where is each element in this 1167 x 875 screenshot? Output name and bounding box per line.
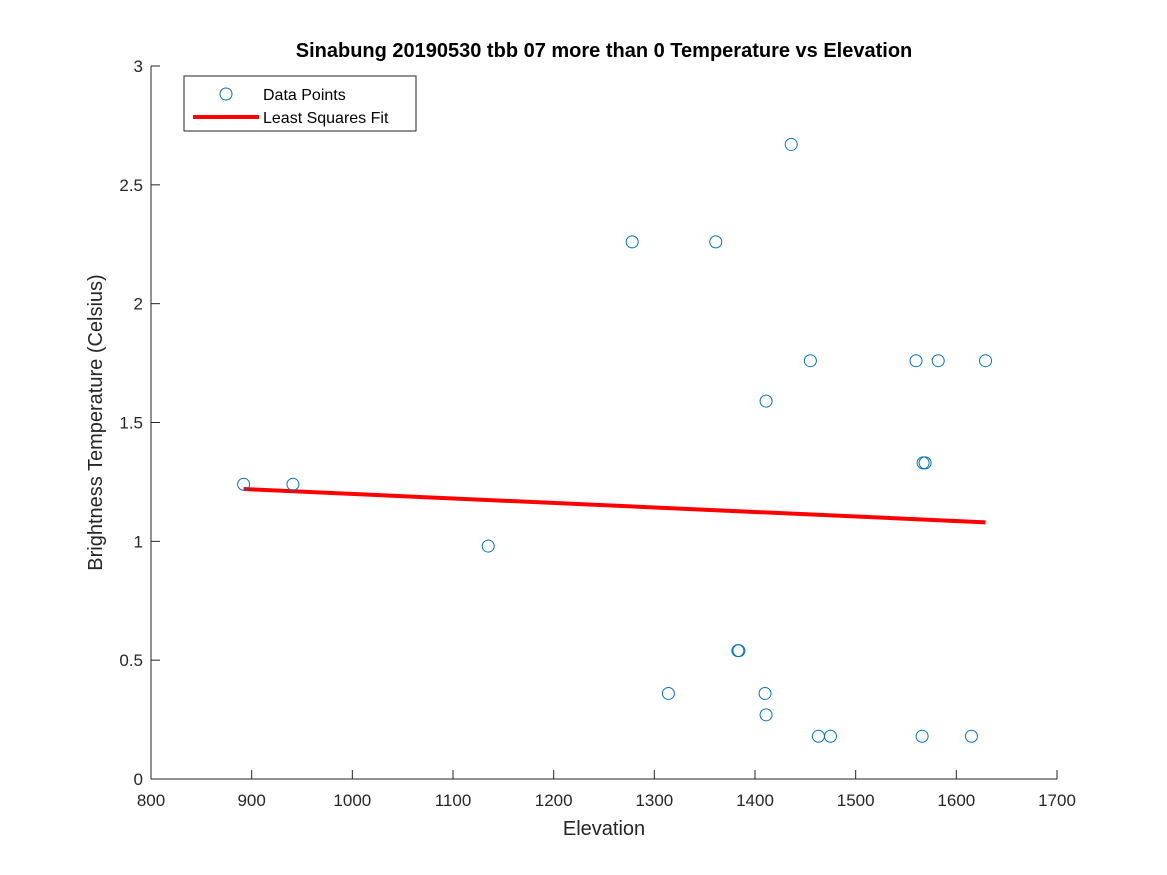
- y-tick-label: 2.5: [119, 176, 143, 195]
- x-axis-label: Elevation: [563, 818, 645, 840]
- x-tick-label: 1700: [1038, 791, 1076, 810]
- data-point: [625, 235, 639, 249]
- plot-area: [151, 66, 1057, 779]
- y-tick-label: 0: [134, 770, 143, 789]
- data-point: [661, 686, 675, 700]
- x-tick-label: 1300: [635, 791, 673, 810]
- legend-marker-data-points: [219, 87, 233, 101]
- data-point: [759, 708, 773, 722]
- legend-label-data-points: Data Points: [263, 87, 346, 104]
- data-point: [784, 137, 798, 151]
- x-tick-label: 1000: [333, 791, 371, 810]
- chart-title: Sinabung 20190530 tbb 07 more than 0 Tem…: [296, 40, 913, 62]
- y-tick-label: 3: [134, 57, 143, 76]
- data-point: [979, 354, 993, 368]
- y-tick-label: 2: [134, 295, 143, 314]
- y-axis-label: Brightness Temperature (Celsius): [85, 274, 107, 570]
- data-point: [759, 394, 773, 408]
- x-tick-label: 1200: [535, 791, 573, 810]
- data-point: [481, 539, 495, 553]
- data-point: [931, 354, 945, 368]
- data-point: [237, 477, 251, 491]
- x-tick-label: 1600: [937, 791, 975, 810]
- y-tick-label: 1: [134, 532, 143, 551]
- y-tick-label: 0.5: [119, 651, 143, 670]
- data-point: [824, 729, 837, 743]
- data-point: [758, 686, 772, 700]
- x-tick-label: 1100: [435, 791, 472, 810]
- y-tick-label: 1.5: [119, 414, 143, 433]
- x-tick-label: 900: [237, 791, 265, 810]
- data-layer: [237, 137, 993, 743]
- data-point: [964, 729, 978, 743]
- data-point: [732, 644, 746, 658]
- x-tick-label: 1400: [736, 791, 774, 810]
- x-tick-label: 800: [137, 791, 165, 810]
- data-point: [909, 354, 923, 368]
- data-point: [709, 235, 723, 249]
- data-point: [803, 354, 817, 368]
- data-point: [286, 477, 300, 491]
- legend-box: [183, 75, 417, 132]
- legend: Data Points Least Squares Fit: [183, 75, 417, 132]
- legend-label-fit: Least Squares Fit: [263, 110, 389, 127]
- data-point: [918, 456, 932, 470]
- data-point: [915, 729, 929, 743]
- fit-line: [243, 487, 986, 525]
- x-tick-label: 1500: [837, 791, 875, 810]
- ticks: 800 900 1000 1100 1200 1300 1400 1500 1600 1700 0 0…: [119, 57, 1076, 810]
